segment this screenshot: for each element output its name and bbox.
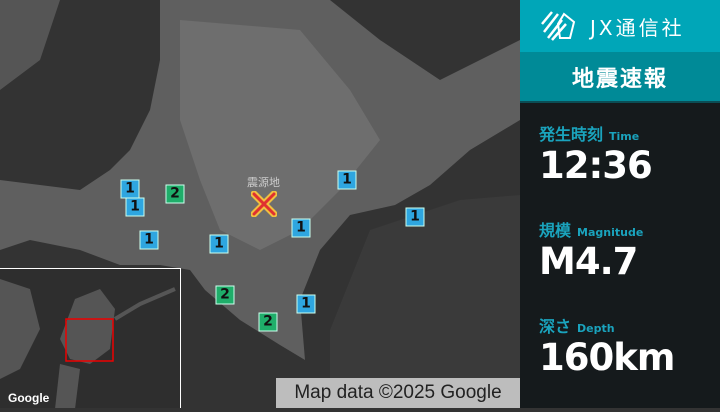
magnitude-section: 規模 Magnitude M4.7 xyxy=(520,217,720,283)
intensity-marker[interactable]: 1 xyxy=(291,218,311,238)
intensity-marker[interactable]: 2 xyxy=(215,285,235,305)
time-value: 12:36 xyxy=(539,144,653,187)
inset-viewport-rect xyxy=(65,318,114,362)
epicenter-label: 震源地 xyxy=(247,176,280,189)
brand-header: JX通信社 xyxy=(520,0,720,52)
jx-logo-icon xyxy=(541,11,576,41)
depth-label-en: Depth xyxy=(577,322,615,335)
depth-section: 深さ Depth 160km xyxy=(520,313,720,379)
intensity-marker[interactable]: 1 xyxy=(405,207,425,227)
panel-title: 地震速報 xyxy=(520,52,720,103)
intensity-marker[interactable]: 1 xyxy=(209,234,229,254)
hokkaido-land xyxy=(0,0,520,360)
intensity-marker[interactable]: 2 xyxy=(165,184,185,204)
epicenter-x-icon[interactable] xyxy=(251,191,277,217)
depth-value: 160km xyxy=(539,336,675,379)
intensity-marker[interactable]: 1 xyxy=(139,230,159,250)
intensity-marker[interactable]: 1 xyxy=(120,179,140,199)
intensity-marker[interactable]: 1 xyxy=(125,197,145,217)
depth-label: 深さ xyxy=(539,317,572,336)
time-section: 発生時刻 Time 12:36 xyxy=(520,121,720,187)
google-logo: Google xyxy=(8,391,50,405)
magnitude-label-en: Magnitude xyxy=(577,226,644,239)
info-panel: JX通信社 地震速報 発生時刻 Time 12:36 規模 Magnitude M4… xyxy=(520,0,720,408)
magnitude-value: M4.7 xyxy=(539,240,638,283)
magnitude-label: 規模 xyxy=(539,221,572,240)
overview-inset-map[interactable]: Google xyxy=(0,268,181,408)
brand-name: JX通信社 xyxy=(590,15,685,40)
map-attribution: Map data ©2025 Google xyxy=(276,378,520,408)
time-label-en: Time xyxy=(609,130,640,143)
intensity-marker[interactable]: 1 xyxy=(296,294,316,314)
map[interactable]: 震源地 1 1 1 1 1 1 1 1 2 2 2 Google Map dat… xyxy=(0,0,520,408)
intensity-marker[interactable]: 1 xyxy=(337,170,357,190)
time-label: 発生時刻 xyxy=(539,125,604,144)
inset-land xyxy=(0,279,176,408)
intensity-marker[interactable]: 2 xyxy=(258,312,278,332)
